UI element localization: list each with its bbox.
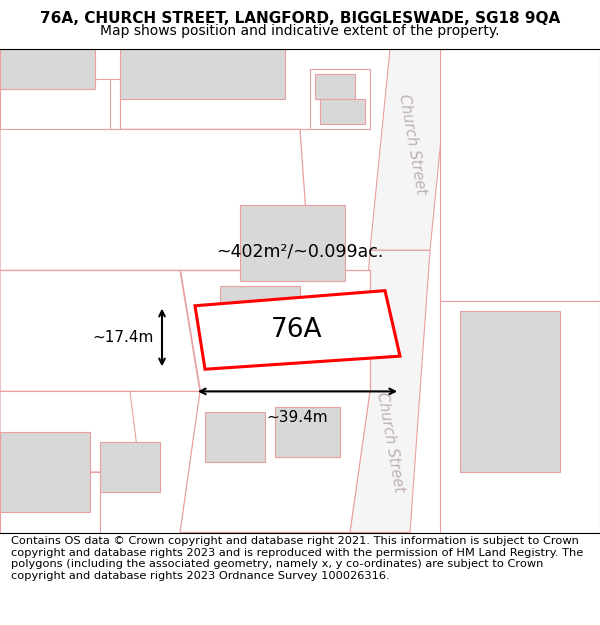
Polygon shape [100,442,160,493]
Polygon shape [460,311,560,472]
Polygon shape [0,271,200,391]
Text: 76A: 76A [271,318,322,343]
Polygon shape [0,432,90,512]
Polygon shape [0,391,140,472]
Polygon shape [320,99,365,124]
Polygon shape [240,205,345,281]
Text: Church Street: Church Street [374,391,406,493]
Polygon shape [0,49,95,89]
Polygon shape [0,472,100,532]
Text: 76A, CHURCH STREET, LANGFORD, BIGGLESWADE, SG18 9QA: 76A, CHURCH STREET, LANGFORD, BIGGLESWAD… [40,11,560,26]
Polygon shape [275,406,340,457]
Polygon shape [195,291,400,369]
Text: Map shows position and indicative extent of the property.: Map shows position and indicative extent… [100,24,500,38]
Text: Church Street: Church Street [396,93,428,196]
Polygon shape [350,250,430,532]
Text: ~17.4m: ~17.4m [92,330,154,345]
Polygon shape [180,391,370,532]
Polygon shape [440,49,600,301]
Polygon shape [120,49,285,99]
Text: ~39.4m: ~39.4m [266,409,328,424]
Polygon shape [310,69,370,129]
Polygon shape [220,286,300,331]
Polygon shape [460,79,530,271]
Text: Contains OS data © Crown copyright and database right 2021. This information is : Contains OS data © Crown copyright and d… [11,536,583,581]
Polygon shape [315,74,355,99]
Polygon shape [370,49,450,250]
Polygon shape [180,271,370,391]
Polygon shape [0,79,120,129]
Text: ~402m²/~0.099ac.: ~402m²/~0.099ac. [217,242,383,261]
Polygon shape [0,129,310,271]
Polygon shape [205,411,265,462]
Polygon shape [440,301,600,532]
